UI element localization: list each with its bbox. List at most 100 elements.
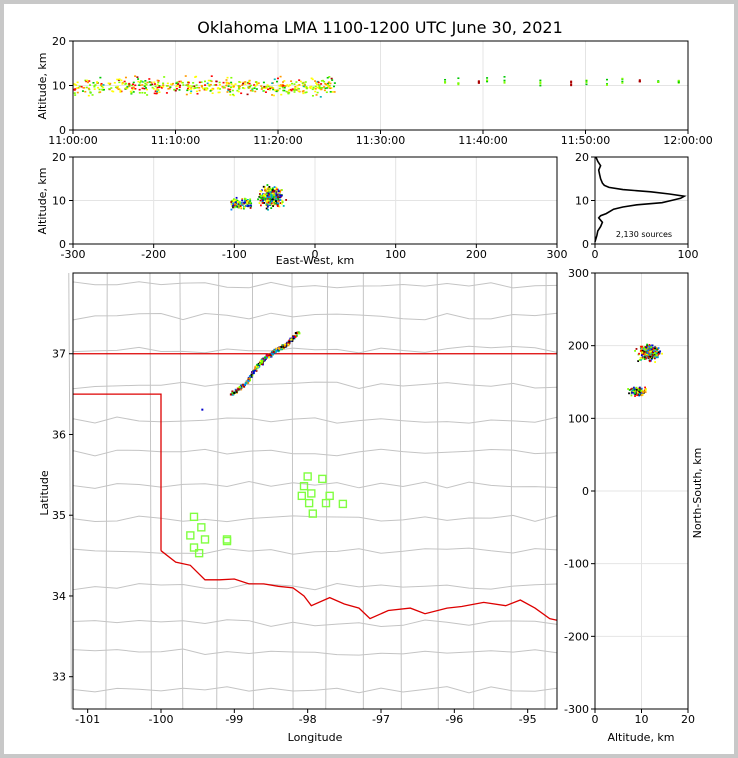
time-panel-source-point <box>118 81 121 84</box>
time-panel-source-point <box>227 89 230 92</box>
ns-panel-source-point <box>654 361 656 363</box>
county-line <box>544 272 547 710</box>
time-panel-source-point <box>124 87 127 89</box>
ns-panel-source-point <box>647 346 650 349</box>
time-panel-source-point <box>103 88 106 91</box>
time-panel-source-point <box>256 83 259 86</box>
time-panel-source-point <box>279 84 282 86</box>
time-panel-source-point <box>271 87 274 89</box>
ew-panel-source-point <box>269 187 272 190</box>
time-panel-source-point <box>241 87 244 89</box>
ew-panel-source-point <box>235 205 238 208</box>
time-panel-source-point <box>290 80 293 82</box>
plan-view-source-point <box>233 391 236 394</box>
time-panel-source-point <box>131 84 134 87</box>
ns-panel-source-point <box>630 394 633 397</box>
time-panel-source-point <box>141 87 144 90</box>
plan-view-source-point <box>288 339 291 342</box>
ew-panel-source-point <box>282 205 285 207</box>
time-panel-source-point <box>269 87 272 90</box>
ew-panel-source-point <box>274 188 277 191</box>
ew-panel-source-point <box>244 202 247 205</box>
plan-view-source-point <box>265 356 268 359</box>
time-panel-source-point <box>315 83 318 86</box>
time-panel-source-point <box>119 89 122 92</box>
time-panel-source-point <box>328 85 331 87</box>
ns-panel-source-point <box>650 348 653 351</box>
ew-panel-source-point <box>239 202 241 204</box>
ns-panel-source-point <box>638 386 641 389</box>
ns-panel-source-point <box>632 390 635 393</box>
time-panel-source-point <box>175 85 178 88</box>
time-panel-source-point <box>330 77 333 80</box>
time-panel-source-point <box>143 87 146 90</box>
lma-station-marker <box>308 509 317 518</box>
time-panel-source-point <box>327 86 330 88</box>
ew-panel-source-point <box>277 190 280 193</box>
ew-panel-source-point <box>243 197 246 200</box>
state-border-red-river <box>160 550 558 621</box>
ns-panel-source-point <box>634 349 636 352</box>
time-panel-source-point <box>240 92 243 95</box>
time-panel-source-point <box>314 87 317 90</box>
time-panel-source-point <box>657 80 660 82</box>
ew-panel-source-point <box>269 198 272 200</box>
ns-panel-source-point <box>654 355 657 358</box>
ew-panel-source-point <box>279 202 282 205</box>
ns-panel-source-point <box>655 346 658 349</box>
time-panel-source-point <box>189 92 192 95</box>
plan-view-x-tick-label: -99 <box>225 713 243 726</box>
ew-panel-source-point <box>281 199 283 202</box>
time-panel-source-point <box>585 83 588 86</box>
ew-panel-source-point <box>277 200 280 203</box>
ns-panel-source-point <box>646 352 649 354</box>
time-panel-source-point <box>168 87 171 90</box>
plan-view-x-tick-label: -95 <box>519 713 537 726</box>
time-panel-source-point <box>153 81 156 84</box>
time-panel-source-point <box>73 89 76 91</box>
time-panel-source-point <box>198 81 201 84</box>
plan-view-source-point <box>237 388 240 391</box>
time-panel-x-tick-label: 12:00:00 <box>663 134 712 147</box>
time-panel-source-point <box>297 88 300 90</box>
ew-panel-source-point <box>233 206 236 209</box>
ns-panel-source-point <box>661 352 663 355</box>
time-panel-source-point <box>210 75 213 77</box>
time-panel-source-point <box>215 80 218 83</box>
time-panel-source-point <box>303 84 306 87</box>
ew-panel-source-point <box>237 203 239 206</box>
time-panel-source-point <box>323 86 326 88</box>
time-panel-source-point <box>310 77 313 80</box>
time-panel-source-point <box>209 83 212 86</box>
county-line <box>72 648 558 656</box>
time-panel-source-point <box>108 82 111 85</box>
time-panel-source-point <box>320 88 323 91</box>
ns-panel-source-point <box>644 353 646 356</box>
time-panel-source-point <box>86 81 89 84</box>
ew-panel-source-point <box>230 203 233 206</box>
ew-panel-source-point <box>277 196 279 199</box>
county-line <box>399 272 402 710</box>
plan-view-source-point <box>272 353 275 356</box>
time-panel-source-point <box>178 86 181 89</box>
ew-panel-source-point <box>247 204 250 207</box>
time-panel-source-point <box>217 91 220 94</box>
ew-panel-y-axis-label: Altitude, km <box>36 167 49 234</box>
ew-panel-source-point <box>249 207 252 209</box>
plan-view-source-point <box>235 389 238 392</box>
time-panel-source-point <box>638 80 641 83</box>
plan-view-source-point <box>269 354 272 357</box>
time-panel-source-point <box>638 79 641 81</box>
plan-view-source-point <box>234 390 237 393</box>
plan-view-source-point <box>260 358 263 361</box>
ew-panel-source-point <box>243 206 246 209</box>
time-panel-source-point <box>162 82 165 85</box>
plan-view-source-point <box>258 364 261 367</box>
time-panel-source-point <box>107 82 110 85</box>
county-line <box>68 272 72 710</box>
ew-panel-source-point <box>261 189 263 192</box>
time-panel-source-point <box>158 85 161 87</box>
time-panel-source-point <box>323 89 326 92</box>
time-panel-source-point <box>219 88 222 90</box>
time-panel-source-point <box>80 85 83 88</box>
